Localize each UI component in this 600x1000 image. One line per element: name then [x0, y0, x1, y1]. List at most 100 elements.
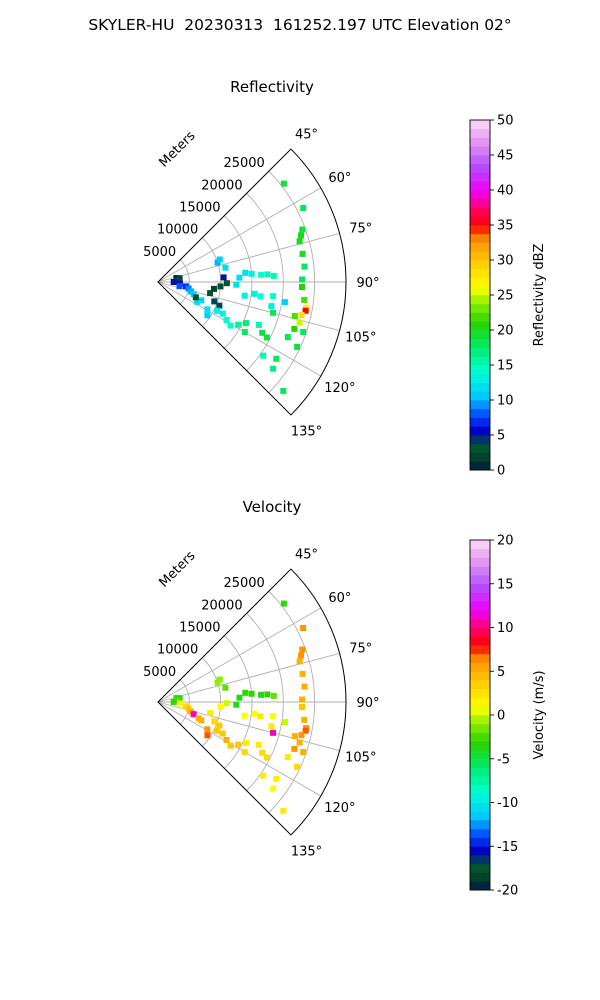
colorbar-band	[470, 566, 490, 576]
colorbar-band	[470, 198, 490, 208]
angle-tick-label: 120°	[324, 801, 355, 816]
colorbar-band	[470, 295, 490, 305]
colorbar-tick-label: -15	[497, 840, 518, 855]
colorbar-band	[470, 312, 490, 322]
data-gate	[301, 296, 308, 303]
radial-tick-label: 20000	[201, 598, 242, 613]
data-gate	[223, 280, 230, 287]
data-gate	[236, 694, 243, 701]
data-gate	[222, 684, 229, 691]
data-gate	[170, 279, 177, 285]
reflectivity-panel: Reflectivity 45° 60° 75° 90° 105° 120° 135° 5000…	[0, 72, 600, 492]
angle-gridline	[157, 652, 340, 703]
data-gate	[214, 727, 221, 734]
colorbar-band	[470, 400, 490, 410]
data-gate	[204, 726, 211, 733]
data-gate	[219, 310, 226, 317]
data-gate	[300, 749, 307, 755]
angle-tick-label: 60°	[328, 171, 351, 186]
colorbar-band	[470, 146, 490, 156]
data-gate	[258, 271, 265, 278]
colorbar-band	[470, 881, 490, 891]
colorbar-band	[470, 592, 490, 602]
colorbar-tick-label: 15	[497, 577, 514, 592]
radial-tick-label: 5000	[143, 665, 176, 680]
data-gate	[299, 226, 306, 233]
data-gate	[217, 703, 224, 710]
data-gate	[227, 742, 234, 749]
colorbar-band	[470, 627, 490, 637]
data-gate	[301, 716, 308, 723]
colorbar-band	[470, 426, 490, 436]
colorbar-band	[470, 671, 490, 681]
data-gate	[216, 722, 223, 729]
angle-tick-label: 90°	[356, 696, 379, 711]
angle-tick-label: 90°	[356, 276, 379, 291]
colorbar-band	[470, 303, 490, 313]
colorbar-band	[470, 242, 490, 252]
colorbar-band	[470, 225, 490, 235]
colorbar-band	[470, 277, 490, 287]
colorbar-band	[470, 767, 490, 777]
data-gate	[176, 700, 183, 707]
colorbar-tick-label: 35	[497, 219, 514, 234]
data-gate	[270, 365, 277, 372]
data-gate	[270, 713, 277, 720]
angle-tick-label: 75°	[349, 642, 372, 657]
radial-tick-label: 5000	[143, 245, 176, 260]
data-gate	[192, 294, 199, 301]
data-gate	[291, 733, 298, 740]
angle-tick-label: 135°	[291, 845, 322, 860]
colorbar-band	[470, 128, 490, 138]
colorbar-band	[470, 286, 490, 296]
colorbar-tick-label: 10	[497, 621, 514, 636]
data-gate	[207, 290, 214, 297]
data-gate	[298, 732, 305, 739]
data-gate	[236, 274, 243, 281]
angle-tick-label: 105°	[345, 750, 376, 765]
colorbar-band	[470, 338, 490, 348]
colorbar-band	[470, 356, 490, 366]
data-gate	[241, 749, 248, 756]
colorbar-tick-label: -20	[497, 884, 518, 899]
data-gate	[270, 692, 277, 699]
data-gate	[257, 293, 264, 300]
data-gate	[299, 704, 305, 710]
figure-title: SKYLER-HU 20230313 161252.197 UTC Elevat…	[88, 16, 512, 34]
data-gate	[198, 297, 205, 304]
data-gate	[242, 689, 249, 696]
colorbar-band	[470, 557, 490, 567]
radial-tick-label: 10000	[157, 223, 198, 238]
data-gate	[258, 691, 265, 698]
data-gate	[300, 625, 307, 631]
colorbar-band	[470, 443, 490, 453]
data-gate	[235, 741, 242, 748]
angle-tick-label: 105°	[345, 330, 376, 345]
data-gate	[223, 317, 230, 323]
colorbar-tick-label: 20	[497, 324, 514, 339]
angle-gridline	[157, 232, 340, 283]
data-gate	[259, 329, 266, 336]
data-gate	[216, 302, 223, 309]
colorbar-tick-label: 50	[497, 114, 514, 129]
colorbar-tick-label: 30	[497, 254, 514, 269]
data-gate	[223, 700, 230, 707]
data-gate	[268, 303, 275, 310]
angle-tick-label: 135°	[291, 425, 322, 440]
panel-title: Velocity	[243, 498, 302, 516]
angle-tick-label: 120°	[324, 381, 355, 396]
colorbar-band	[470, 391, 490, 401]
data-gate	[302, 727, 309, 734]
radial-tick-label: 25000	[223, 156, 264, 171]
data-gate	[273, 355, 280, 362]
colorbar-label: Velocity (m/s)	[532, 670, 547, 759]
data-gate	[204, 312, 211, 319]
colorbar-label: Reflectivity dBZ	[532, 244, 547, 347]
colorbar-band	[470, 365, 490, 375]
colorbar-band	[470, 373, 490, 383]
data-gate	[270, 272, 277, 279]
angle-gridline	[157, 281, 322, 377]
data-gate	[243, 740, 249, 747]
data-gate	[233, 281, 240, 288]
radial-tick-label: 15000	[179, 621, 220, 636]
